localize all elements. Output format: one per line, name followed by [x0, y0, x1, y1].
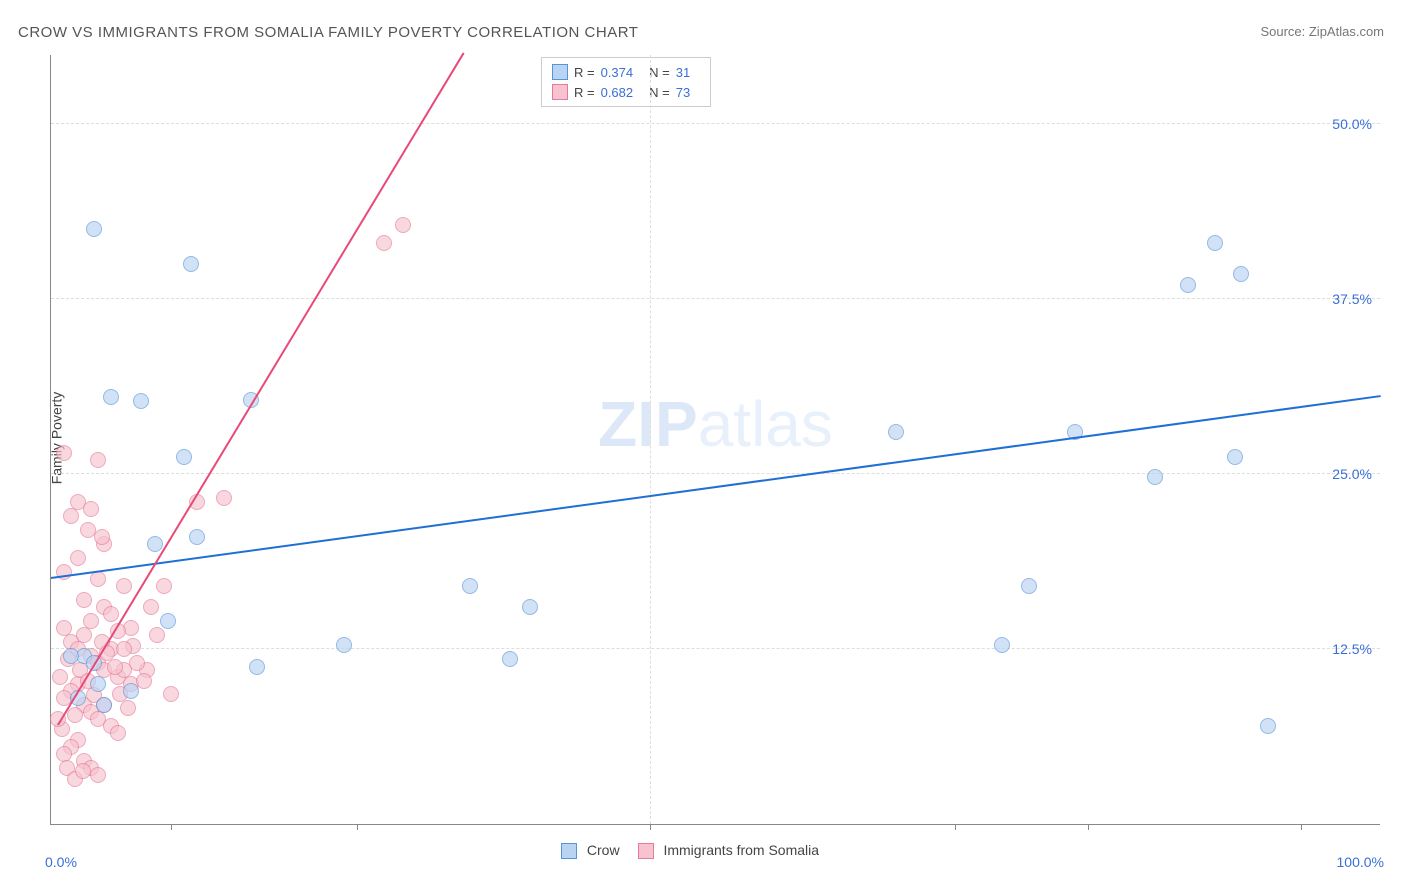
scatter-point [83, 501, 99, 517]
scatter-point [96, 697, 112, 713]
scatter-point [216, 490, 232, 506]
scatter-point [1233, 266, 1249, 282]
scatter-point [133, 393, 149, 409]
y-tick-label: 50.0% [1332, 116, 1372, 132]
scatter-point [86, 221, 102, 237]
stats-legend: R = 0.374 N = 31 R = 0.682 N = 73 [541, 57, 711, 107]
swatch-somalia-icon [638, 843, 654, 859]
scatter-point [888, 424, 904, 440]
legend-label: Crow [587, 842, 620, 858]
scatter-point [336, 637, 352, 653]
scatter-point [1260, 718, 1276, 734]
scatter-point [156, 578, 172, 594]
scatter-point [116, 641, 132, 657]
n-value: 31 [676, 65, 690, 80]
scatter-point [67, 707, 83, 723]
chart-title: CROW VS IMMIGRANTS FROM SOMALIA FAMILY P… [18, 24, 638, 41]
legend-label: Immigrants from Somalia [663, 842, 819, 858]
legend-item-somalia: Immigrants from Somalia [638, 842, 819, 859]
gridline-h [51, 123, 1380, 124]
scatter-point [522, 599, 538, 615]
scatter-point [1180, 277, 1196, 293]
scatter-point [116, 578, 132, 594]
swatch-crow-icon [561, 843, 577, 859]
trend-line [51, 395, 1381, 579]
scatter-point [1207, 235, 1223, 251]
scatter-point [249, 659, 265, 675]
watermark-bold: ZIP [598, 388, 698, 460]
r-value: 0.374 [601, 65, 634, 80]
series-legend: Crow Immigrants from Somalia [561, 842, 819, 859]
scatter-point [76, 627, 92, 643]
r-label: R = [574, 85, 595, 100]
scatter-point [110, 725, 126, 741]
scatter-point [163, 686, 179, 702]
scatter-point [176, 449, 192, 465]
scatter-point [70, 550, 86, 566]
scatter-point [52, 669, 68, 685]
scatter-point [90, 452, 106, 468]
scatter-point [160, 613, 176, 629]
watermark-light: atlas [698, 388, 833, 460]
scatter-point [1021, 578, 1037, 594]
scatter-point [189, 529, 205, 545]
gridline-h [51, 298, 1380, 299]
x-axis-tick [1088, 824, 1089, 830]
scatter-point [129, 655, 145, 671]
n-value: 73 [676, 85, 690, 100]
swatch-crow-icon [552, 64, 568, 80]
scatter-point [502, 651, 518, 667]
r-value: 0.682 [601, 85, 634, 100]
gridline-h [51, 473, 1380, 474]
n-label: N = [649, 85, 670, 100]
scatter-point [462, 578, 478, 594]
gridline-v [650, 55, 651, 824]
scatter-point [395, 217, 411, 233]
y-tick-label: 37.5% [1332, 291, 1372, 307]
scatter-point [994, 637, 1010, 653]
scatter-point [183, 256, 199, 272]
legend-item-crow: Crow [561, 842, 620, 859]
watermark: ZIPatlas [598, 387, 833, 461]
scatter-point [147, 536, 163, 552]
gridline-h [51, 648, 1380, 649]
scatter-point [149, 627, 165, 643]
scatter-point [76, 592, 92, 608]
stats-row-crow: R = 0.374 N = 31 [552, 62, 700, 82]
scatter-point [123, 683, 139, 699]
scatter-point [90, 767, 106, 783]
scatter-point [1147, 469, 1163, 485]
n-label: N = [649, 65, 670, 80]
x-axis-tick [955, 824, 956, 830]
x-axis-tick [1301, 824, 1302, 830]
swatch-somalia-icon [552, 84, 568, 100]
scatter-point [103, 389, 119, 405]
plot-area: ZIPatlas R = 0.374 N = 31 R = 0.682 N = … [50, 55, 1380, 825]
x-axis-tick [171, 824, 172, 830]
scatter-point [63, 648, 79, 664]
scatter-point [143, 599, 159, 615]
y-tick-label: 25.0% [1332, 466, 1372, 482]
y-tick-label: 12.5% [1332, 641, 1372, 657]
scatter-point [120, 700, 136, 716]
stats-row-somalia: R = 0.682 N = 73 [552, 82, 700, 102]
scatter-point [107, 659, 123, 675]
scatter-point [63, 508, 79, 524]
chart-source: Source: ZipAtlas.com [1260, 24, 1384, 39]
trend-line [57, 52, 464, 725]
scatter-point [90, 676, 106, 692]
scatter-point [1227, 449, 1243, 465]
scatter-point [136, 673, 152, 689]
r-label: R = [574, 65, 595, 80]
scatter-point [103, 606, 119, 622]
scatter-point [376, 235, 392, 251]
scatter-point [80, 522, 96, 538]
x-axis-tick [357, 824, 358, 830]
scatter-point [56, 445, 72, 461]
x-axis-tick [650, 824, 651, 830]
scatter-point [83, 613, 99, 629]
x-tick-min: 0.0% [45, 854, 77, 870]
x-tick-max: 100.0% [1337, 854, 1384, 870]
scatter-point [75, 763, 91, 779]
